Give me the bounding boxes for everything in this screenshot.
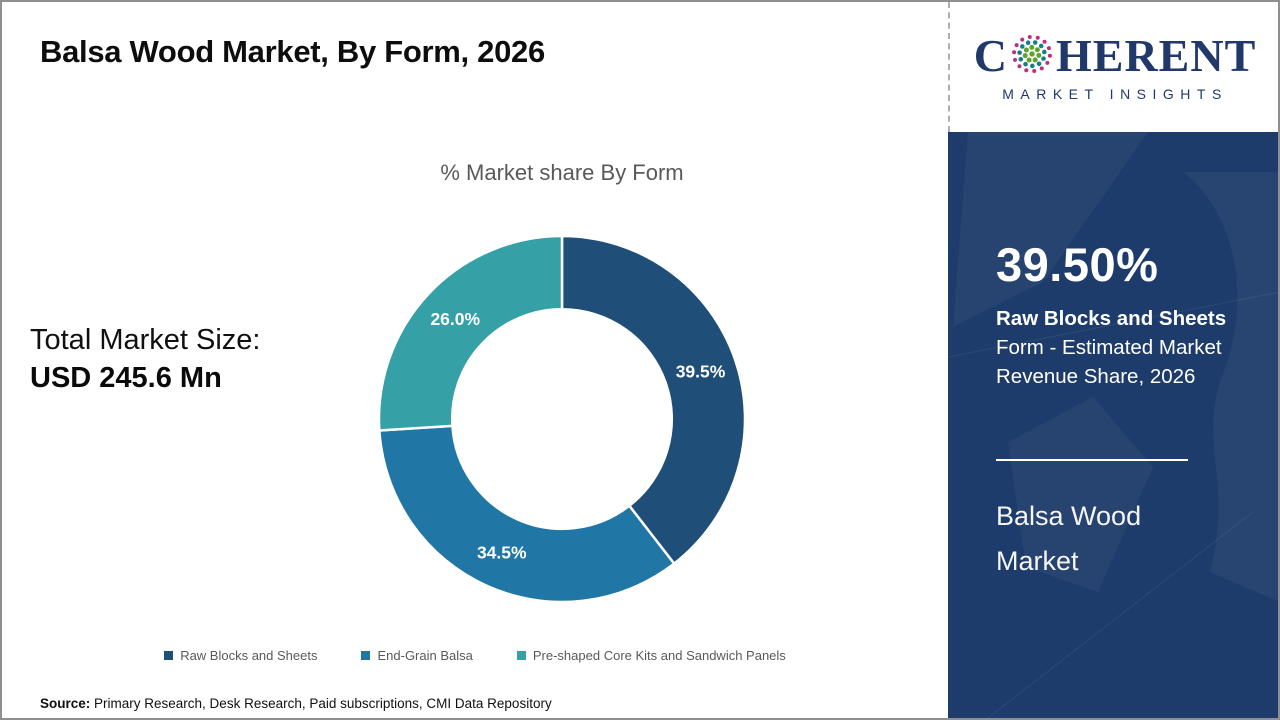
logo-globe-dot — [1017, 50, 1022, 55]
sidebar-divider — [996, 459, 1188, 461]
logo-globe-dot — [1020, 44, 1025, 49]
logo-globe-dot — [1022, 53, 1028, 59]
chart-legend: Raw Blocks and Sheets End-Grain Balsa Pre-… — [2, 648, 948, 663]
logo-globe-dot — [1042, 49, 1047, 55]
brand-logo: C HERENT MARKET INSIGHTS — [948, 2, 1278, 132]
legend-item: Pre-shaped Core Kits and Sandwich Panels — [516, 648, 786, 663]
logo-globe-dot — [1041, 56, 1046, 61]
donut-segment-label: 34.5% — [477, 543, 527, 563]
logo-globe-dot — [1047, 53, 1052, 58]
page-title: Balsa Wood Market, By Form, 2026 — [40, 34, 545, 69]
brand-word-end: HERENT — [1055, 30, 1257, 81]
logo-globe-dot — [1046, 46, 1051, 51]
legend-swatch-icon — [164, 651, 174, 660]
legend-swatch-icon — [516, 651, 526, 660]
logo-globe-dot — [1045, 60, 1050, 65]
logo-globe-dot — [1039, 66, 1044, 71]
source-line: Source: Primary Research, Desk Research,… — [40, 696, 552, 711]
logo-globe-dot — [1025, 40, 1031, 46]
highlight-description: Raw Blocks and Sheets Form - Estimated M… — [996, 304, 1248, 391]
chart-title: % Market share By Form — [440, 160, 684, 185]
logo-globe-dot — [1036, 61, 1042, 67]
logo-globe-dot — [1012, 50, 1017, 55]
sidebar: C HERENT MARKET INSIGHTS 39.50% R — [948, 2, 1278, 718]
logo-globe-dot — [1029, 44, 1035, 50]
brand-word-start: C — [973, 30, 1008, 81]
donut-segment-label: 39.5% — [676, 362, 726, 382]
logo-globe-dot — [1026, 57, 1032, 63]
logo-globe-dot — [1023, 61, 1028, 67]
sidebar-panel: 39.50% Raw Blocks and Sheets Form - Esti… — [948, 132, 1278, 718]
donut-segment — [378, 424, 676, 604]
world-map-texture — [948, 132, 1278, 718]
logo-globe-dot — [1027, 35, 1032, 40]
donut-chart: 39.5% 34.5% 26.0% — [372, 229, 752, 609]
logo-globe-dot — [1035, 35, 1040, 40]
logo-globe-dot — [1013, 57, 1018, 62]
logo-globe-icon — [1012, 35, 1052, 73]
report-name: Balsa Wood Market — [996, 501, 1142, 576]
logo-globe-dot — [1032, 57, 1038, 63]
logo-globe-dot — [1032, 68, 1037, 73]
total-market-label: Total Market Size: — [30, 324, 261, 356]
highlight-segment-name: Raw Blocks and Sheets — [996, 307, 1227, 330]
logo-globe-dot — [1023, 47, 1029, 53]
main-area: Balsa Wood Market, By Form, 2026 % Marke… — [2, 2, 948, 718]
brand-subtitle: MARKET INSIGHTS — [1002, 86, 1228, 102]
logo-globe-dot — [1038, 43, 1044, 49]
logo-globe-dot — [1034, 47, 1040, 53]
logo-globe-dot — [1020, 37, 1025, 42]
legend-item: Raw Blocks and Sheets — [164, 648, 317, 663]
brand-wordmark: C HERENT — [974, 32, 1257, 80]
legend-label: Pre-shaped Core Kits and Sandwich Panels — [532, 648, 786, 663]
logo-globe-dot — [1018, 56, 1024, 62]
highlight-segment-rest: Form - Estimated Market Revenue Share, 2… — [996, 336, 1222, 388]
logo-globe-dot — [1036, 52, 1042, 58]
donut-segment — [560, 234, 747, 566]
total-market-value: USD 245.6 Mn — [30, 362, 222, 394]
total-market-block: Total Market Size: USD 245.6 Mn — [30, 324, 260, 395]
source-text: Primary Research, Desk Research, Paid su… — [94, 696, 552, 711]
legend-label: End-Grain Balsa — [377, 648, 473, 663]
donut-svg: 39.5% 34.5% 26.0% — [377, 234, 747, 604]
logo-globe-dot — [1017, 64, 1022, 69]
logo-globe-dot — [1024, 68, 1029, 73]
legend-item: End-Grain Balsa — [361, 648, 473, 663]
legend-swatch-icon — [361, 651, 371, 660]
legend-label: Raw Blocks and Sheets — [180, 648, 318, 663]
donut-segment-label: 26.0% — [430, 309, 480, 329]
logo-globe-dot — [1032, 40, 1038, 45]
source-label: Source: — [40, 696, 91, 711]
logo-globe-dot — [1042, 39, 1047, 44]
donut-segment — [377, 234, 564, 432]
logo-globe-dot — [1014, 43, 1019, 48]
logo-globe-dot — [1030, 63, 1035, 69]
highlight-percentage: 39.50% — [996, 238, 1159, 291]
logo-globe-dot — [1029, 51, 1035, 57]
